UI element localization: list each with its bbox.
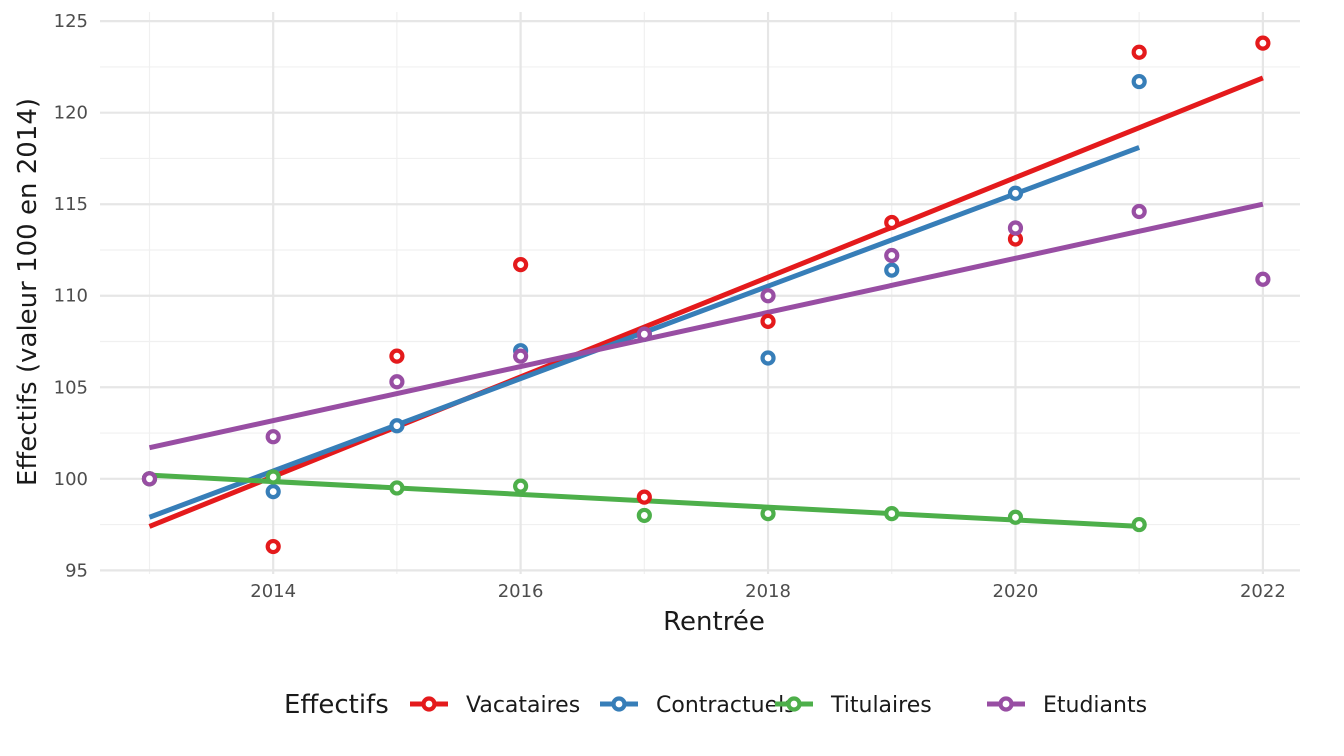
- legend-item-etudiants: Etudiants: [987, 693, 1147, 718]
- data-point-titulaires: [884, 505, 900, 522]
- y-tick-label: 105: [54, 377, 88, 398]
- legend-label: Contractuels: [656, 693, 796, 718]
- legend-item-titulaires: Titulaires: [775, 693, 932, 718]
- x-tick-label: 2020: [993, 581, 1039, 602]
- x-tick-label: 2016: [498, 581, 544, 602]
- legend-label: Etudiants: [1043, 693, 1147, 718]
- data-point-contractuels: [1007, 185, 1024, 201]
- y-tick-label: 95: [65, 560, 88, 581]
- data-point-vacataires: [760, 313, 776, 329]
- trend-lines: [148, 75, 1264, 529]
- legend-item-contractuels: Contractuels: [600, 693, 796, 718]
- data-point-etudiants: [389, 374, 405, 390]
- data-point-titulaires: [389, 480, 405, 496]
- y-tick-label: 115: [54, 194, 88, 215]
- data-point-etudiants: [265, 429, 281, 445]
- x-tick-label: 2018: [745, 581, 791, 602]
- data-point-vacataires: [265, 538, 281, 555]
- legend-key-point: [998, 696, 1014, 712]
- data-points: [141, 35, 1271, 555]
- y-axis-title: Effectifs (valeur 100 en 2014): [13, 98, 43, 486]
- data-point-etudiants: [884, 247, 900, 264]
- data-point-etudiants: [1007, 220, 1024, 236]
- legend-key-point: [611, 696, 627, 712]
- legend-title: Effectifs: [284, 690, 389, 720]
- data-point-etudiants: [1255, 271, 1271, 287]
- y-tick-label: 110: [54, 286, 88, 307]
- legend-item-vacataires: Vacataires: [410, 693, 580, 718]
- data-point-etudiants: [1131, 203, 1147, 220]
- data-point-titulaires: [513, 478, 529, 494]
- data-point-etudiants: [636, 326, 652, 342]
- data-point-titulaires: [760, 505, 776, 522]
- legend-label: Vacataires: [466, 693, 580, 718]
- grid: [100, 12, 1300, 574]
- legend: Effectifs Vacataires Contractuels Titulair…: [284, 690, 1147, 720]
- x-tick-label: 2022: [1240, 581, 1286, 602]
- y-tick-label: 120: [54, 103, 88, 124]
- data-point-titulaires: [636, 507, 652, 524]
- legend-key-point: [786, 696, 802, 712]
- data-point-vacataires: [389, 348, 405, 364]
- data-point-etudiants: [760, 288, 776, 304]
- data-point-titulaires: [1131, 516, 1147, 533]
- y-tick-label: 125: [54, 11, 88, 32]
- data-point-etudiants: [513, 348, 529, 364]
- data-point-contractuels: [1131, 73, 1147, 90]
- data-point-contractuels: [884, 262, 900, 278]
- data-point-vacataires: [513, 257, 529, 273]
- axes: Rentrée Effectifs (valeur 100 en 2014) 9…: [13, 11, 1286, 637]
- data-point-titulaires: [265, 469, 281, 485]
- x-tick-label: 2014: [250, 581, 296, 602]
- x-axis-title: Rentrée: [663, 607, 765, 637]
- data-point-contractuels: [265, 484, 281, 500]
- data-point-vacataires: [884, 214, 900, 231]
- data-point-vacataires: [1255, 35, 1271, 51]
- data-point-vacataires: [636, 489, 652, 505]
- trend-line-vacataires: [148, 75, 1264, 529]
- trend-line-etudiants: [148, 201, 1264, 451]
- data-point-titulaires: [1007, 509, 1024, 525]
- data-point-etudiants: [141, 471, 158, 487]
- data-point-vacataires: [1131, 44, 1147, 60]
- legend-label: Titulaires: [830, 693, 932, 718]
- y-tick-label: 100: [54, 469, 88, 490]
- legend-key-point: [421, 696, 437, 712]
- data-point-contractuels: [389, 418, 405, 434]
- data-point-contractuels: [760, 350, 776, 366]
